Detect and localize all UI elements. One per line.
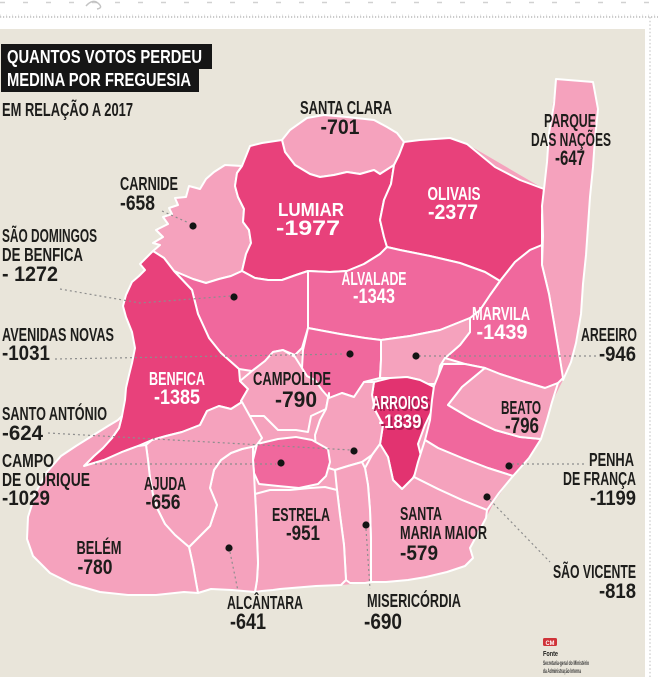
svg-text:BENFICA: BENFICA <box>149 369 205 389</box>
svg-text:-1385: -1385 <box>154 386 200 409</box>
svg-text:Secretaria-geral do Ministério: Secretaria-geral do Ministério <box>543 660 589 667</box>
svg-text:DE FRANÇA: DE FRANÇA <box>563 469 636 489</box>
svg-text:-1977: -1977 <box>276 217 340 240</box>
svg-text:-690: -690 <box>364 609 402 634</box>
svg-text:-946: -946 <box>599 343 636 366</box>
svg-text:-658: -658 <box>120 192 155 215</box>
svg-text:MARIA MAIOR: MARIA MAIOR <box>400 523 487 543</box>
svg-text:MISERICÓRDIA: MISERICÓRDIA <box>367 590 461 611</box>
svg-text:CARNIDE: CARNIDE <box>120 174 178 194</box>
svg-text:-951: -951 <box>286 522 320 545</box>
svg-text:-1439: -1439 <box>477 321 528 344</box>
svg-text:DAS NAÇÕES: DAS NAÇÕES <box>531 129 611 150</box>
svg-text:AJUDA: AJUDA <box>144 474 186 494</box>
svg-text:-641: -641 <box>230 609 266 634</box>
svg-text:ARROIOS: ARROIOS <box>374 395 431 415</box>
svg-text:-1839: -1839 <box>381 414 424 435</box>
svg-text:SANTA CLARA: SANTA CLARA <box>300 98 392 118</box>
svg-text:-647: -647 <box>555 147 585 170</box>
svg-text:-701: -701 <box>321 116 360 139</box>
svg-text:-780: -780 <box>78 556 113 579</box>
svg-text:PENHA: PENHA <box>589 450 634 470</box>
svg-text:CM: CM <box>546 641 555 647</box>
svg-text:AREEIRO: AREEIRO <box>581 325 637 345</box>
svg-text:SÃO VICENTE: SÃO VICENTE <box>553 561 636 582</box>
svg-text:CAMPOLIDE: CAMPOLIDE <box>253 369 331 389</box>
svg-text:-1031: -1031 <box>2 342 50 365</box>
svg-text:BELÉM: BELÉM <box>77 537 122 558</box>
svg-text:Fonte: Fonte <box>543 651 558 658</box>
svg-text:ARROIOS: ARROIOS <box>372 393 429 413</box>
svg-text:-656: -656 <box>146 491 181 514</box>
svg-text:SANTO ANTÓNIO: SANTO ANTÓNIO <box>2 403 107 424</box>
svg-text:-624: -624 <box>2 422 43 445</box>
svg-text:BEATO: BEATO <box>501 398 541 418</box>
svg-text:DE BENFICA: DE BENFICA <box>2 245 83 265</box>
svg-text:da Administração Interna: da Administração Interna <box>543 668 581 675</box>
svg-text:SANTA: SANTA <box>400 504 442 524</box>
svg-text:EM RELAÇÃO A 2017: EM RELAÇÃO A 2017 <box>2 99 133 120</box>
svg-text:MEDINA POR FREGUESIA: MEDINA POR FREGUESIA <box>7 70 191 90</box>
svg-text:ESTRELA: ESTRELA <box>272 505 330 525</box>
svg-text:-790: -790 <box>275 387 317 412</box>
svg-text:-579: -579 <box>400 542 438 565</box>
svg-text:CAMPO: CAMPO <box>2 451 54 471</box>
svg-text:PARQUE: PARQUE <box>544 111 596 131</box>
svg-text:AVENIDAS NOVAS: AVENIDAS NOVAS <box>2 325 114 345</box>
svg-text:-1029: -1029 <box>2 487 50 510</box>
svg-text:-2377: -2377 <box>428 201 478 224</box>
svg-text:ALCÂNTARA: ALCÂNTARA <box>227 592 303 613</box>
svg-text:SÃO DOMINGOS: SÃO DOMINGOS <box>2 225 97 246</box>
svg-text:QUANTOS VOTOS PERDEU: QUANTOS VOTOS PERDEU <box>7 47 202 67</box>
svg-text:-1343: -1343 <box>353 285 395 308</box>
svg-text:DE OURIQUE: DE OURIQUE <box>2 470 90 490</box>
svg-text:- 1272: - 1272 <box>2 263 58 286</box>
svg-text:-796: -796 <box>505 413 539 438</box>
svg-text:-818: -818 <box>599 580 636 603</box>
svg-text:-1839: -1839 <box>379 412 422 433</box>
svg-text:-1199: -1199 <box>590 487 636 510</box>
svg-text:OLIVAIS: OLIVAIS <box>428 184 481 204</box>
svg-text:MARVILA: MARVILA <box>472 304 530 324</box>
svg-text:ALVALADE: ALVALADE <box>342 269 407 289</box>
svg-text:LUMIAR: LUMIAR <box>278 200 344 220</box>
